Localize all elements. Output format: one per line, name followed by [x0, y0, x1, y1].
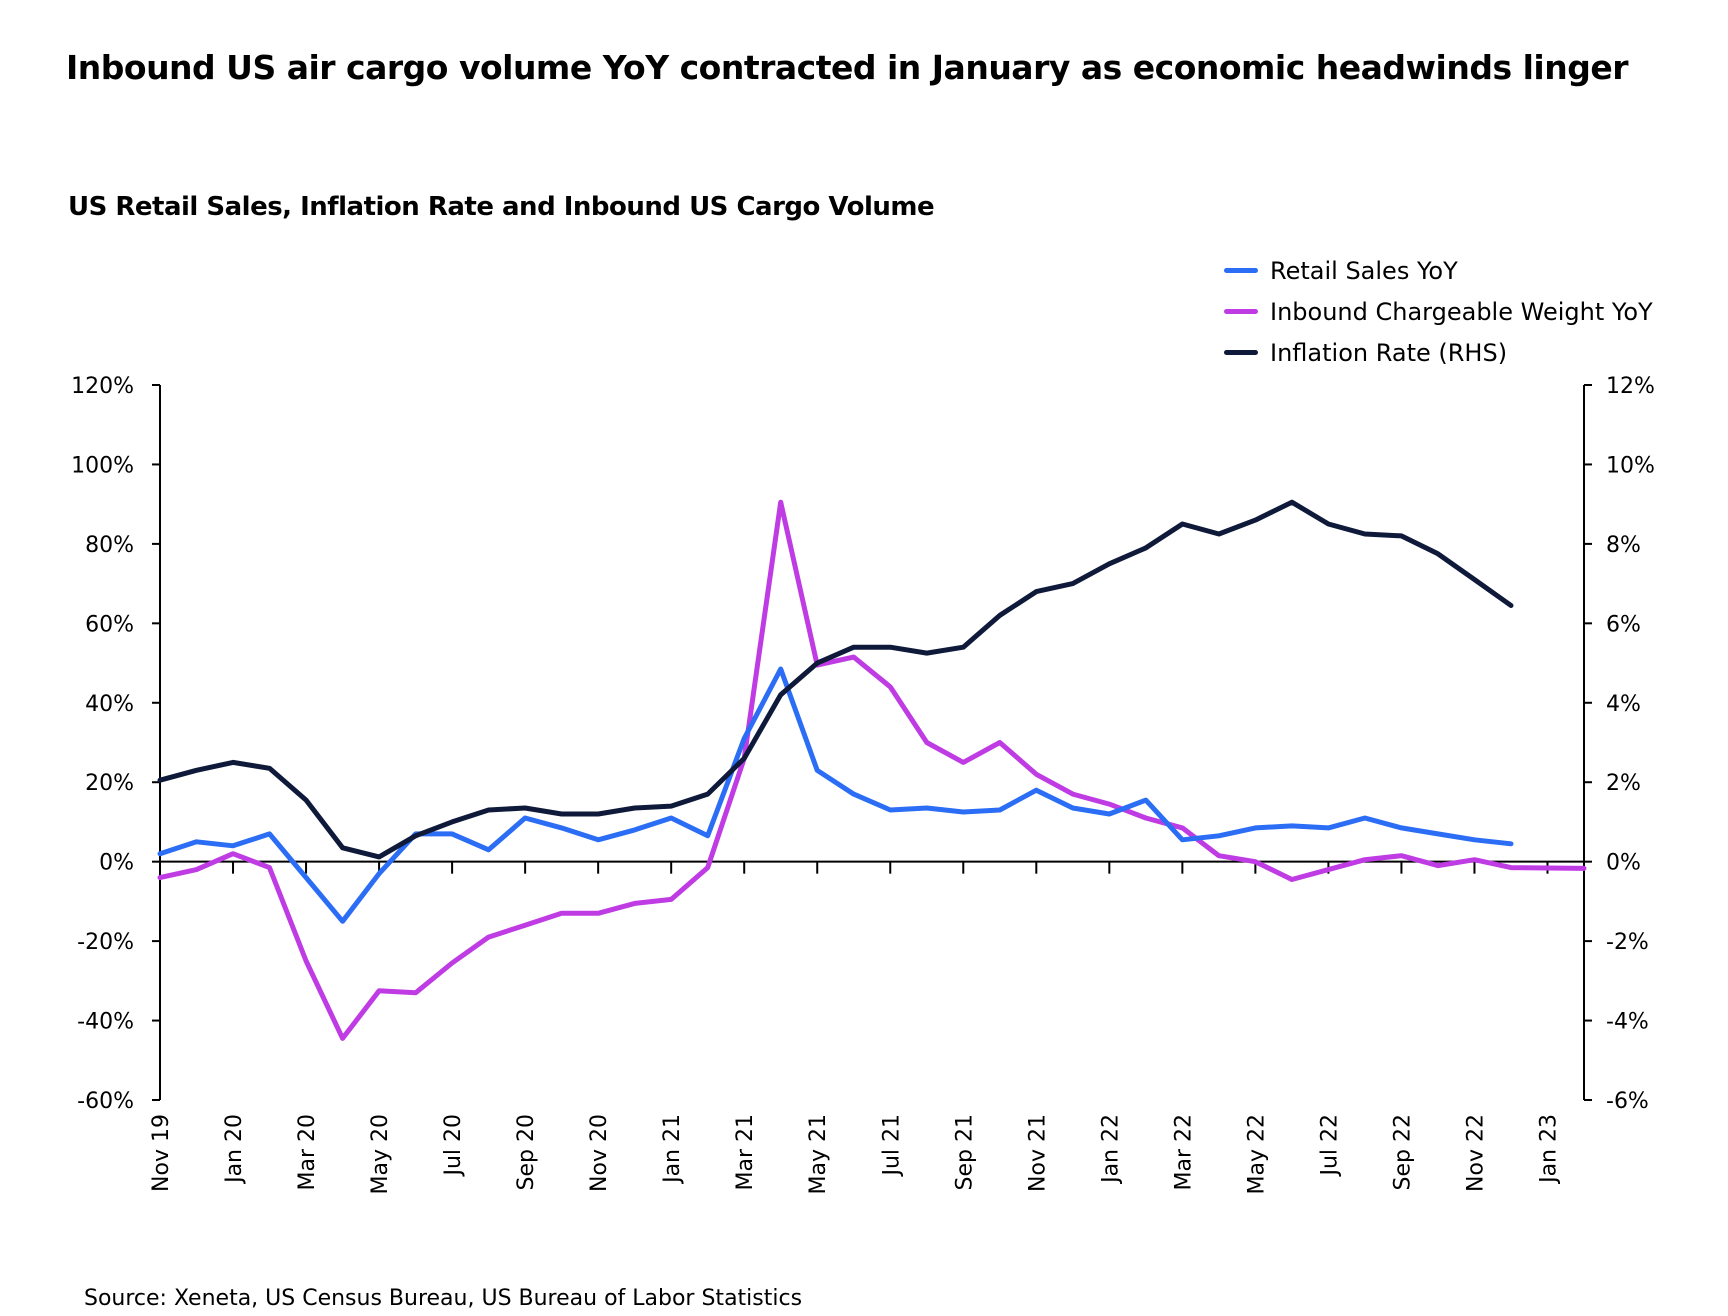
legend-label: Inflation Rate (RHS): [1270, 338, 1508, 367]
left-tick-label: 20%: [85, 771, 134, 796]
left-tick-label: -20%: [77, 930, 134, 955]
x-tick-label: Jan 21: [660, 1114, 685, 1185]
legend-label: Retail Sales YoY: [1270, 256, 1458, 285]
x-tick-label: Mar 20: [295, 1114, 320, 1191]
series-line-inflation-rate-rhs-: [157, 499, 1514, 860]
page-title: Inbound US air cargo volume YoY contract…: [66, 48, 1628, 87]
x-tick-label: Nov 19: [149, 1114, 174, 1192]
x-tick-label: Jul 21: [879, 1114, 904, 1178]
right-tick-label: 10%: [1606, 453, 1655, 478]
right-tick-label: -4%: [1606, 1010, 1649, 1035]
series-line-retail-sales-yoy: [157, 666, 1514, 924]
x-tick-label: Sep 21: [952, 1114, 977, 1190]
legend: Retail Sales YoY Inbound Chargeable Weig…: [1224, 250, 1653, 373]
left-tick-label: 120%: [71, 374, 134, 399]
right-tick-label: -6%: [1606, 1089, 1649, 1114]
x-tick-label: Sep 22: [1390, 1114, 1415, 1190]
x-tick-label: Mar 21: [733, 1114, 758, 1191]
left-tick-label: 0%: [99, 851, 134, 876]
x-tick-label: Mar 22: [1171, 1114, 1196, 1191]
x-tick-label: Jan 23: [1536, 1114, 1561, 1185]
right-tick-label: 4%: [1606, 692, 1641, 717]
x-tick-label: May 21: [806, 1114, 831, 1194]
left-tick-label: 80%: [85, 533, 134, 558]
legend-swatch: [1224, 309, 1258, 314]
legend-swatch: [1224, 350, 1258, 355]
series-line-inbound-chargeable-weight-yoy: [157, 499, 1587, 1041]
source-note: Source: Xeneta, US Census Bureau, US Bur…: [84, 1286, 803, 1311]
right-tick-label: 6%: [1606, 612, 1641, 637]
right-tick-label: 0%: [1606, 851, 1641, 876]
x-tick-label: Jul 20: [441, 1114, 466, 1178]
left-tick-label: -60%: [77, 1089, 134, 1114]
legend-item-chargeable-weight: Inbound Chargeable Weight YoY: [1224, 291, 1653, 332]
x-tick-label: Jan 22: [1098, 1114, 1123, 1185]
x-tick-label: Sep 20: [514, 1114, 539, 1190]
left-tick-label: 60%: [85, 612, 134, 637]
left-tick-label: 100%: [71, 453, 134, 478]
legend-label: Inbound Chargeable Weight YoY: [1270, 297, 1653, 326]
legend-item-retail: Retail Sales YoY: [1224, 250, 1653, 291]
x-tick-label: Jan 20: [222, 1114, 247, 1185]
x-tick-label: Jul 22: [1317, 1114, 1342, 1178]
x-tick-label: Nov 22: [1463, 1114, 1488, 1192]
right-tick-label: 2%: [1606, 771, 1641, 796]
legend-swatch: [1224, 268, 1258, 273]
right-tick-label: 12%: [1606, 374, 1655, 399]
x-tick-label: May 22: [1244, 1114, 1269, 1194]
x-tick-label: May 20: [368, 1114, 393, 1194]
right-tick-label: -2%: [1606, 930, 1649, 955]
left-tick-label: 40%: [85, 692, 134, 717]
right-tick-label: 8%: [1606, 533, 1641, 558]
left-tick-label: -40%: [77, 1010, 134, 1035]
x-tick-label: Nov 20: [587, 1114, 612, 1192]
chart-title: US Retail Sales, Inflation Rate and Inbo…: [68, 192, 935, 222]
x-tick-label: Nov 21: [1025, 1114, 1050, 1192]
legend-item-inflation: Inflation Rate (RHS): [1224, 332, 1653, 373]
